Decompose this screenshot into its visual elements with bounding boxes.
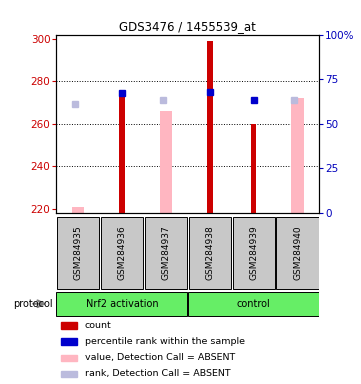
FancyBboxPatch shape (57, 217, 99, 289)
Text: control: control (237, 299, 270, 309)
Bar (72, 207, 84, 213)
Text: GSM284935: GSM284935 (73, 225, 82, 280)
Text: count: count (85, 321, 112, 330)
Text: GSM284937: GSM284937 (161, 225, 170, 280)
Bar (160, 111, 172, 213)
FancyBboxPatch shape (277, 217, 319, 289)
Text: GSM284938: GSM284938 (205, 225, 214, 280)
Text: value, Detection Call = ABSENT: value, Detection Call = ABSENT (85, 353, 235, 362)
FancyBboxPatch shape (232, 217, 275, 289)
Text: protocol: protocol (13, 299, 52, 309)
FancyBboxPatch shape (145, 217, 187, 289)
Text: GSM284936: GSM284936 (117, 225, 126, 280)
FancyBboxPatch shape (188, 292, 319, 316)
FancyBboxPatch shape (188, 217, 231, 289)
Bar (61, 322, 77, 329)
FancyBboxPatch shape (101, 217, 143, 289)
Text: percentile rank within the sample: percentile rank within the sample (85, 337, 245, 346)
FancyBboxPatch shape (56, 292, 187, 316)
Bar (61, 338, 77, 345)
Bar (251, 124, 256, 213)
Text: GSM284940: GSM284940 (293, 225, 302, 280)
Text: Nrf2 activation: Nrf2 activation (86, 299, 158, 309)
Bar (119, 94, 125, 213)
Bar (61, 355, 77, 361)
Title: GDS3476 / 1455539_at: GDS3476 / 1455539_at (119, 20, 256, 33)
Text: rank, Detection Call = ABSENT: rank, Detection Call = ABSENT (85, 369, 231, 379)
Bar (61, 371, 77, 377)
Bar (291, 98, 304, 213)
Bar (207, 41, 213, 213)
Text: GSM284939: GSM284939 (249, 225, 258, 280)
